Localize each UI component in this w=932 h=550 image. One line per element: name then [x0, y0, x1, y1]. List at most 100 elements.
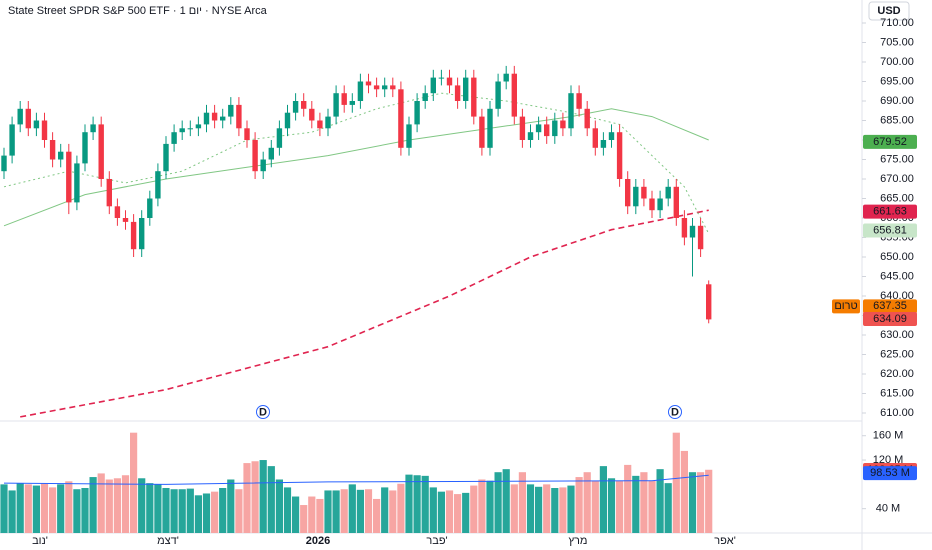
volume-bar [551, 488, 559, 533]
candle-body [681, 218, 688, 238]
candle-body [535, 124, 542, 133]
candle-body [527, 132, 534, 140]
volume-bar [49, 487, 57, 533]
candle-body [519, 116, 526, 140]
y-tick-label: 610.00 [880, 407, 914, 419]
dividend-marker[interactable] [668, 405, 682, 419]
session-tag-label: טרום [834, 300, 857, 312]
volume-tick-label: 120 M [873, 454, 904, 466]
candle-body [479, 116, 485, 148]
y-tick-label: 670.00 [880, 173, 914, 185]
volume-bar [227, 479, 235, 533]
candle-body [487, 108, 493, 148]
candle-body [552, 120, 558, 137]
candle-body [592, 128, 598, 148]
currency-button[interactable] [868, 1, 910, 21]
volume-bar [518, 472, 526, 533]
volume-bar [32, 485, 40, 533]
candle-body [365, 81, 372, 86]
volume-bar [705, 469, 713, 533]
candle-body [471, 77, 477, 117]
volume-bar [138, 478, 146, 533]
session-tag [832, 299, 860, 314]
candle-body [341, 93, 347, 105]
candle-body [187, 128, 193, 130]
candle-body [382, 85, 388, 90]
volume-bar [162, 488, 170, 533]
candle-body [25, 108, 31, 129]
volume-bar [211, 491, 219, 533]
candle-body [236, 104, 242, 129]
candle-body [495, 81, 501, 109]
candle-body [163, 143, 169, 172]
y-tick-label: 650.00 [880, 251, 914, 263]
volume-bar [373, 498, 381, 533]
volume-bar [24, 484, 32, 533]
volume-bar [599, 466, 607, 533]
candle-body [9, 124, 15, 156]
candle-body [349, 101, 355, 105]
candle-body [155, 171, 161, 199]
volume-bar [575, 477, 583, 533]
volume-bar [178, 489, 186, 533]
candle-body [608, 132, 615, 140]
price-pane [1, 65, 712, 418]
chart-title: State Street SPDR S&P 500 ETF · 1 יום · … [8, 5, 268, 17]
volume-bar [462, 492, 470, 533]
volume-bar [494, 472, 502, 533]
volume-badge-label: 98.53 M [870, 467, 910, 479]
dividend-marker[interactable] [256, 405, 270, 419]
candle-body [616, 132, 623, 179]
volume-bar [308, 496, 316, 533]
y-tick-label: 640.00 [880, 290, 914, 302]
y-tick-label: 630.00 [880, 329, 914, 341]
volume-bar [81, 488, 89, 533]
price-badge [863, 134, 917, 149]
volume-bar [697, 472, 705, 533]
volume-bar [437, 491, 445, 533]
currency[interactable]: USD [877, 5, 900, 17]
y-tick-label: 685.00 [880, 114, 914, 126]
candle-body [568, 93, 574, 129]
candle-body [220, 116, 226, 121]
volume-bar [389, 490, 397, 533]
price-badge-label: 679.52 [873, 136, 907, 148]
candle-body [503, 73, 509, 82]
volume-bar [543, 484, 551, 533]
moving-average [20, 209, 709, 418]
candle-body [1, 155, 7, 172]
candle-body [211, 112, 218, 121]
y-tick-label: 615.00 [880, 387, 914, 399]
candle-body [17, 108, 23, 125]
y-tick-label: 675.00 [880, 153, 914, 165]
volume-bar [656, 469, 664, 533]
volume-bar [219, 488, 227, 533]
candle-body [114, 206, 121, 218]
volume-bar [105, 479, 113, 533]
x-tick-label: נוב' [32, 535, 48, 547]
volume-bar [235, 489, 243, 533]
volume-bar [445, 490, 454, 533]
candle-body [325, 116, 331, 129]
volume-bar [688, 472, 697, 533]
volume-bar [397, 483, 405, 533]
candle-body [139, 218, 145, 250]
y-tick-label: 645.00 [880, 270, 914, 282]
volume-bar [194, 495, 202, 533]
volume-bar [454, 494, 462, 533]
volume-bar [356, 489, 364, 533]
volume-bar [8, 490, 16, 533]
x-tick-label: 2026 [306, 535, 330, 547]
candle-body [33, 120, 40, 129]
volume-bar [130, 432, 138, 533]
price-badge [863, 299, 917, 314]
volume-bar [648, 480, 656, 533]
y-tick-label: 665.00 [880, 192, 914, 204]
candle-body [268, 147, 274, 160]
candle-body [74, 163, 80, 203]
price-badge [863, 223, 917, 238]
volume-bar [57, 484, 65, 533]
candle-body [633, 186, 639, 207]
candle-body [333, 93, 339, 117]
candle-body [454, 85, 461, 101]
